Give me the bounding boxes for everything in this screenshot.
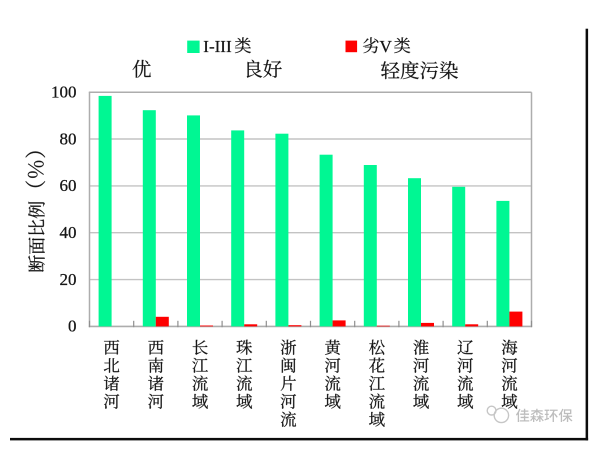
svg-text:80: 80 xyxy=(60,129,77,148)
svg-text:I-III: I-III xyxy=(203,37,232,56)
svg-text:0: 0 xyxy=(68,317,77,336)
svg-text:100: 100 xyxy=(51,83,77,102)
svg-text:20: 20 xyxy=(60,270,77,289)
svg-text:40: 40 xyxy=(60,223,77,242)
svg-text:60: 60 xyxy=(60,176,77,195)
svg-text:V: V xyxy=(380,37,393,56)
